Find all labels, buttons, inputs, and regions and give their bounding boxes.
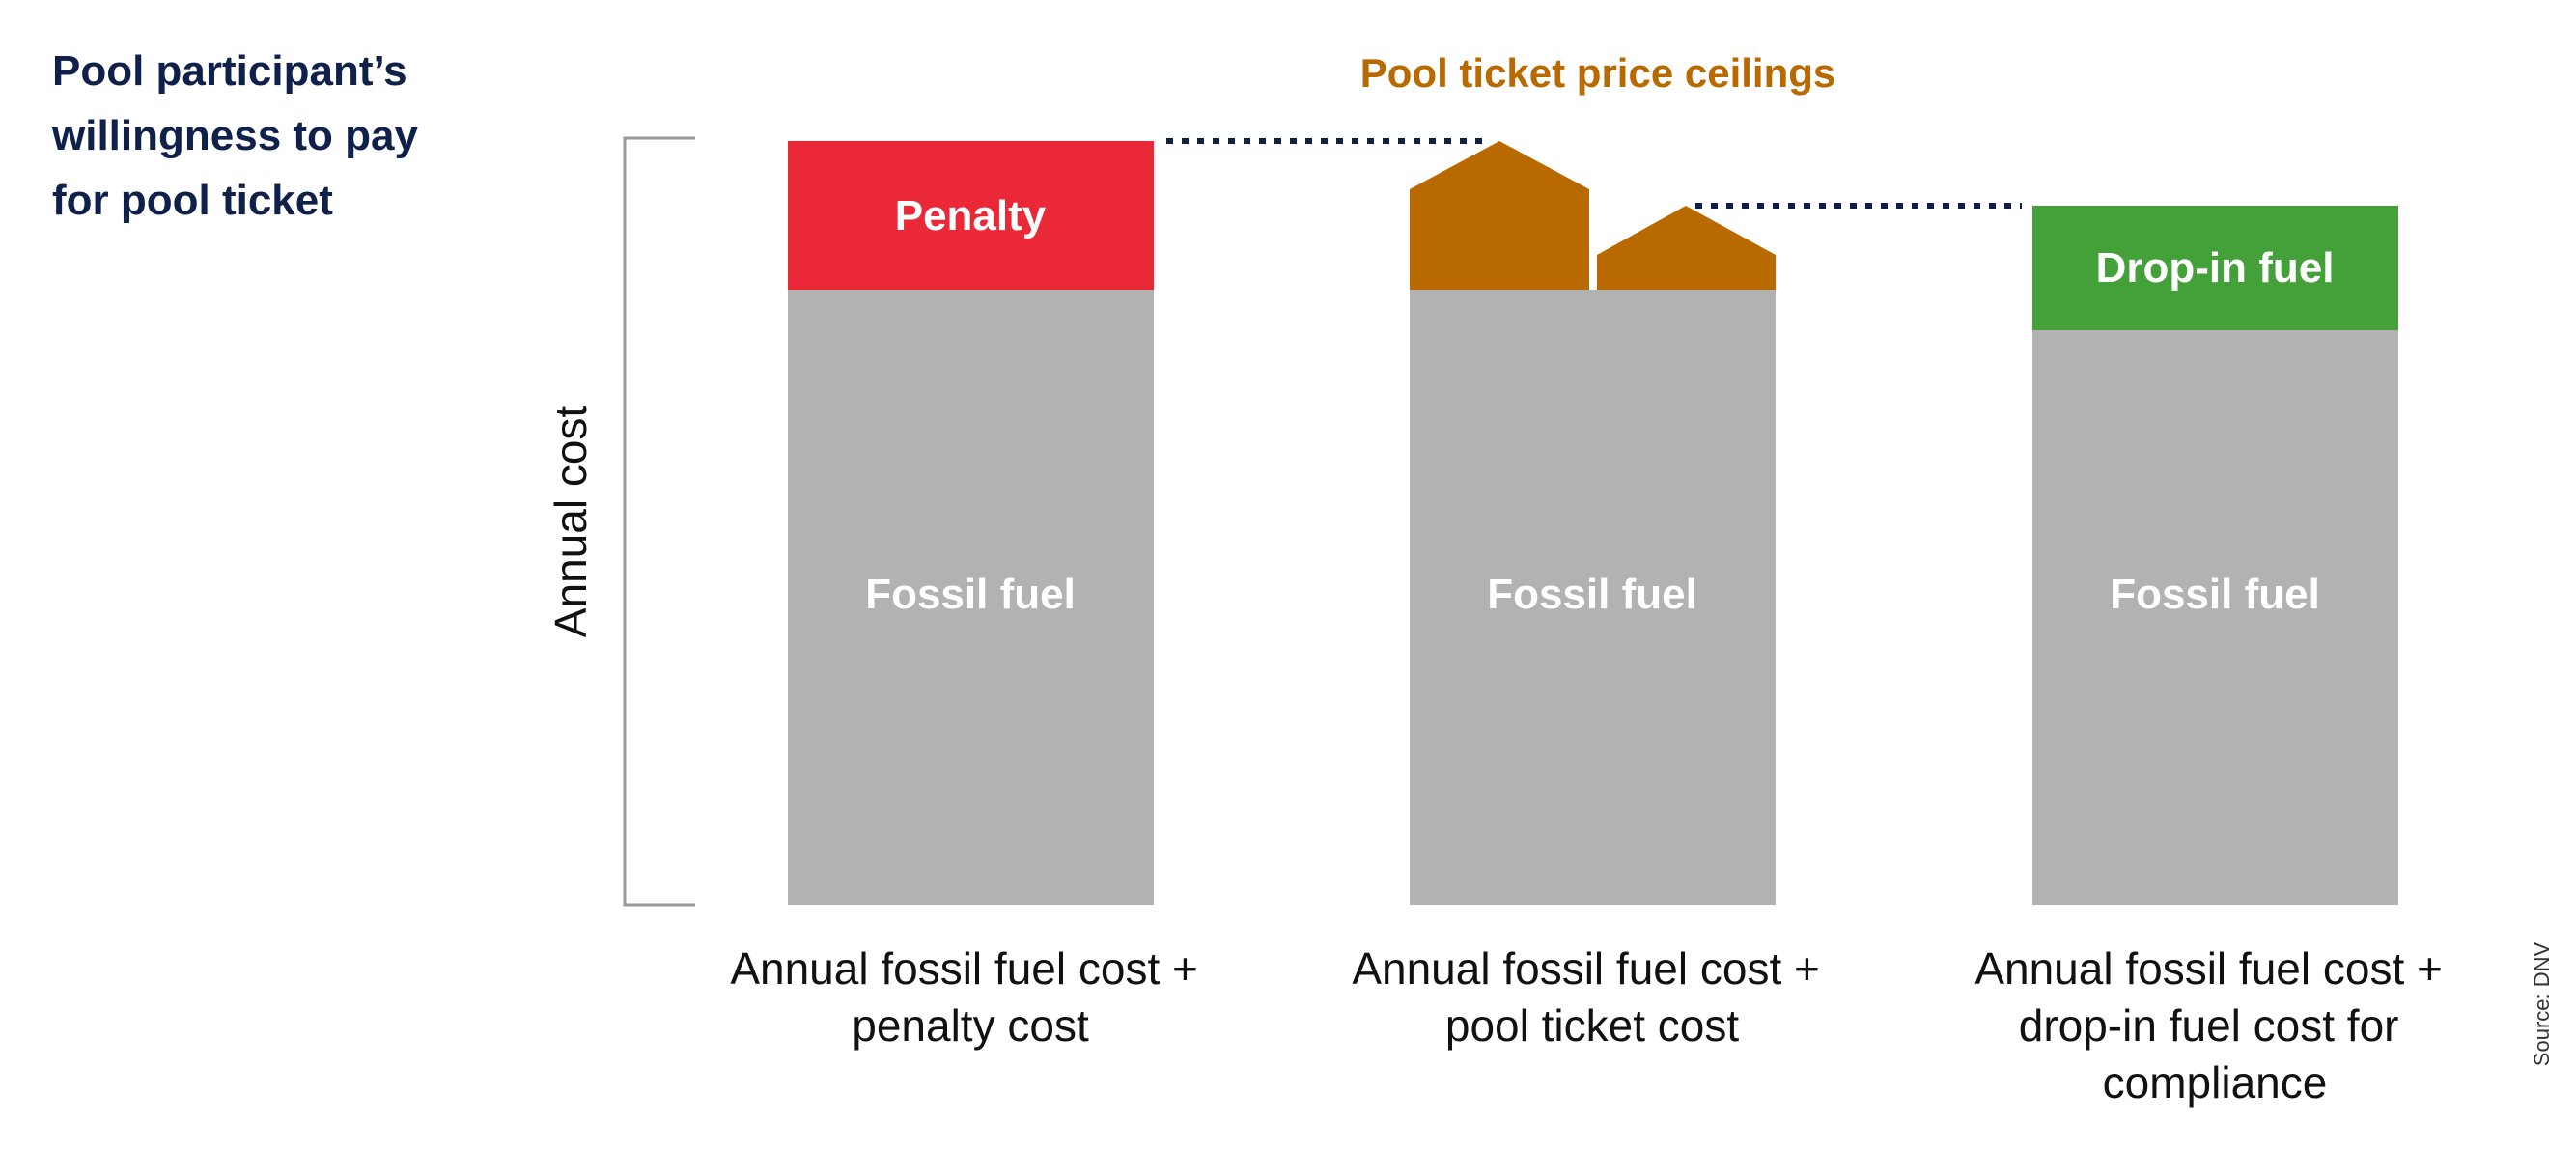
bar-1-base-label: Fossil fuel	[865, 571, 1076, 618]
pool-ticket-high-segment	[1410, 141, 1589, 290]
bar-3-drop-in-segment	[2032, 206, 2398, 330]
bar-2-category-line-2: pool ticket cost	[1445, 1000, 1739, 1051]
axis-label: Annual cost	[546, 406, 596, 638]
bar-3-top-label: Drop-in fuel	[2096, 244, 2335, 292]
bar-1-category-label: Annual fossil fuel cost + penalty cost	[730, 943, 1210, 1051]
bar-1-category-line-1: Annual fossil fuel cost +	[730, 943, 1198, 994]
bar-1-top-label: Penalty	[895, 192, 1047, 239]
pool-ticket-low-segment	[1597, 206, 1776, 290]
bar-2-base-label: Fossil fuel	[1487, 571, 1697, 618]
bar-3-category-line-3: compliance	[2103, 1057, 2328, 1108]
title-line-2: willingness to pay	[51, 112, 418, 159]
title-line-3: for pool ticket	[52, 177, 333, 224]
bar-3-category-label: Annual fossil fuel cost + drop-in fuel c…	[1974, 943, 2454, 1108]
bar-2-category-label: Annual fossil fuel cost + pool ticket co…	[1352, 943, 1832, 1051]
diagram-title: Pool participant’s willingness to pay fo…	[51, 47, 430, 224]
title-line-1: Pool participant’s	[52, 47, 407, 95]
bar-3-category-line-2: drop-in fuel cost for	[2019, 1000, 2399, 1051]
bar-2-fossil-segment	[1410, 290, 1776, 905]
bar-1-penalty-segment	[788, 141, 1154, 290]
bar-2-category-line-1: Annual fossil fuel cost +	[1352, 943, 1820, 994]
bar-1-category-line-2: penalty cost	[852, 1000, 1089, 1051]
bar-1-fossil-segment	[788, 290, 1154, 905]
source-note: Source: DNV	[2530, 942, 2554, 1066]
ceiling-label: Pool ticket price ceilings	[1360, 50, 1836, 96]
bar-3-fossil-segment	[2032, 330, 2398, 905]
bar-3-category-line-1: Annual fossil fuel cost +	[1974, 943, 2443, 994]
axis-bracket	[623, 136, 695, 907]
bar-3-base-label: Fossil fuel	[2110, 571, 2320, 618]
